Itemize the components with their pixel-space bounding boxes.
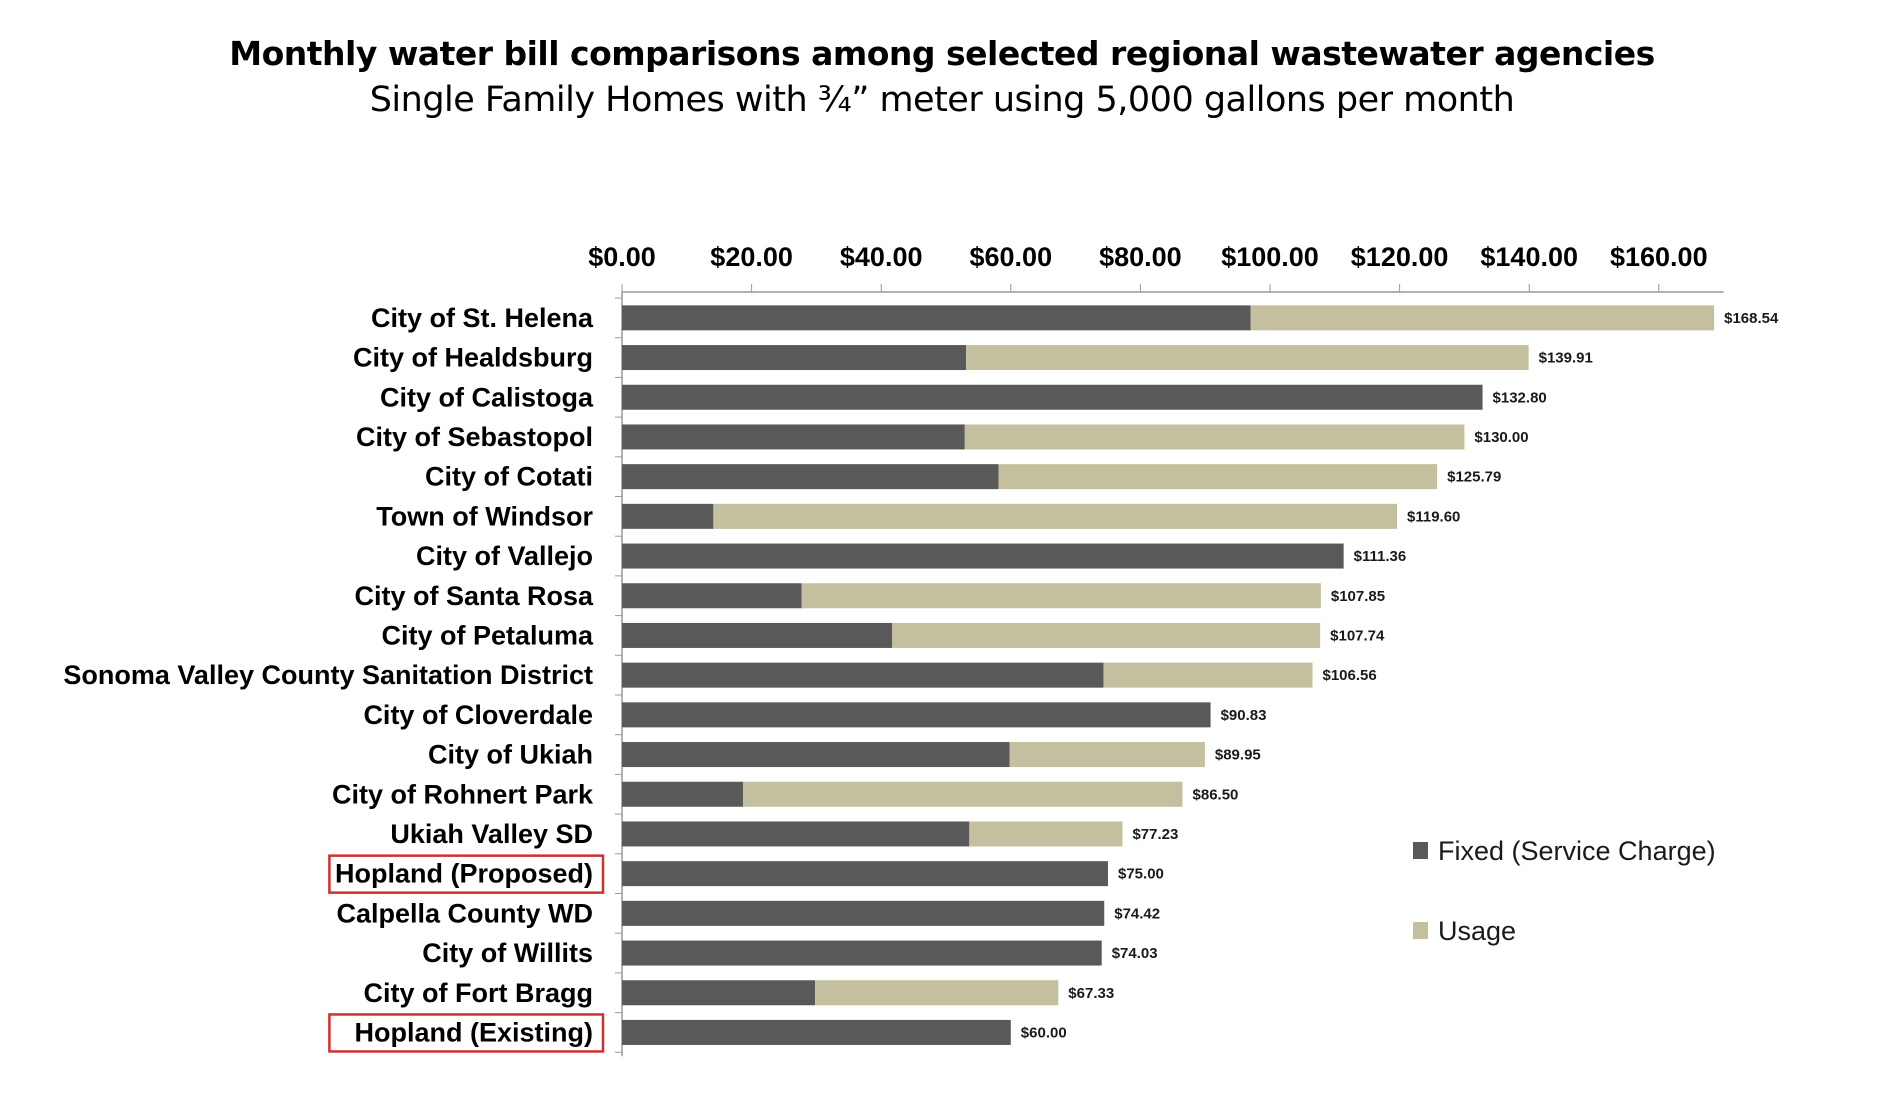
x-tick-label: $120.00 [1351,242,1449,272]
bar-usage [815,980,1059,1006]
x-axis: $0.00 $20.00 $40.00 $60.00 $80.00 $100.00 $120… [588,242,1724,1057]
total-value-label: $86.50 [1193,786,1239,803]
bar-usage [801,583,1321,609]
total-value-label: $111.36 [1354,548,1407,565]
x-tick-label: $20.00 [710,242,793,272]
bar-usage [964,424,1465,450]
x-tick-label: $100.00 [1221,242,1319,272]
bar-usage [966,345,1529,371]
bar-fixed [622,1019,1011,1045]
bar-fixed [622,781,744,807]
bar-fixed [622,702,1211,728]
category-label: City of Healdsburg [353,343,593,373]
bar-usage [743,781,1183,807]
category-label: City of Santa Rosa [354,581,594,611]
bar-usage [1009,742,1205,768]
legend-label-usage: Usage [1438,916,1516,946]
total-value-label: $139.91 [1539,350,1593,367]
bar-usage [998,464,1438,490]
category-label: City of Cotati [425,462,593,492]
bars [622,305,1715,1045]
category-label: City of Rohnert Park [332,779,594,809]
value-labels: $168.54 $139.91 $132.80 $130.00 $125.79 $119.… [1021,310,1779,1042]
category-label: Ukiah Valley SD [390,819,593,849]
legend-swatch-fixed [1413,842,1428,859]
category-label: City of Petaluma [381,620,594,650]
bar-fixed [622,424,965,450]
bar-fixed [622,900,1105,926]
category-label: Hopland (Existing) [355,1017,594,1047]
category-label: Sonoma Valley County Sanitation District [63,660,593,690]
total-value-label: $106.56 [1323,667,1377,684]
total-value-label: $107.85 [1331,588,1385,605]
category-label: City of Vallejo [416,541,593,571]
total-value-label: $74.03 [1112,945,1158,962]
bar-fixed [622,464,999,490]
bar-fixed [622,940,1102,966]
bar-usage [892,622,1321,648]
category-label: City of Cloverdale [363,700,593,730]
total-value-label: $74.42 [1114,905,1160,922]
total-value-label: $132.80 [1493,389,1547,406]
bar-fixed [622,384,1483,410]
total-value-label: $77.23 [1132,826,1178,843]
bar-fixed [622,543,1344,569]
x-tick-label: $60.00 [970,242,1053,272]
bar-usage [1103,662,1313,688]
category-label: City of St. Helena [371,303,594,333]
legend-swatch-usage [1413,922,1428,939]
total-value-label: $90.83 [1221,707,1267,724]
bar-fixed [622,622,893,648]
x-tick-label: $140.00 [1480,242,1578,272]
bar-fixed [622,305,1251,331]
bar-fixed [622,345,967,371]
x-tick-label: $160.00 [1610,242,1708,272]
total-value-label: $67.33 [1068,985,1114,1002]
bar-fixed [622,980,816,1006]
category-label: City of Ukiah [428,740,593,770]
category-label: Town of Windsor [376,501,593,531]
bar-fixed [622,503,714,529]
category-labels: City of St. Helena City of Healdsburg City… [63,303,605,1053]
bar-usage [1250,305,1715,331]
category-label: City of Calistoga [380,382,594,412]
legend-label-fixed: Fixed (Service Charge) [1438,836,1716,866]
total-value-label: $119.60 [1407,508,1460,525]
category-label: Hopland (Proposed) [335,859,593,889]
category-label: City of Fort Bragg [364,978,594,1008]
bar-fixed [622,742,1010,768]
total-value-label: $89.95 [1215,747,1261,764]
x-tick-label: $0.00 [588,242,656,272]
highlight-box [328,1013,605,1053]
chart-title: Monthly water bill comparisons among sel… [229,34,1655,73]
bar-fixed [622,861,1108,887]
legend: Fixed (Service Charge) Usage [1413,836,1716,946]
total-value-label: $168.54 [1724,310,1779,327]
category-label: City of Sebastopol [356,422,593,452]
x-tick-label: $80.00 [1099,242,1182,272]
bar-fixed [622,662,1104,688]
total-value-label: $107.74 [1330,627,1385,644]
category-label: Calpella County WD [336,898,593,928]
total-value-label: $60.00 [1021,1024,1067,1041]
highlight-box [328,854,605,894]
chart-subtitle: Single Family Homes with ¾” meter using … [369,80,1515,120]
x-tick-label: $40.00 [840,242,923,272]
bar-fixed [622,821,970,847]
bar-usage [713,503,1398,529]
bar-fixed [622,583,802,609]
bar-usage [969,821,1123,847]
category-label: City of Willits [422,938,593,968]
total-value-label: $75.00 [1118,866,1164,883]
total-value-label: $130.00 [1474,429,1528,446]
total-value-label: $125.79 [1447,469,1501,486]
